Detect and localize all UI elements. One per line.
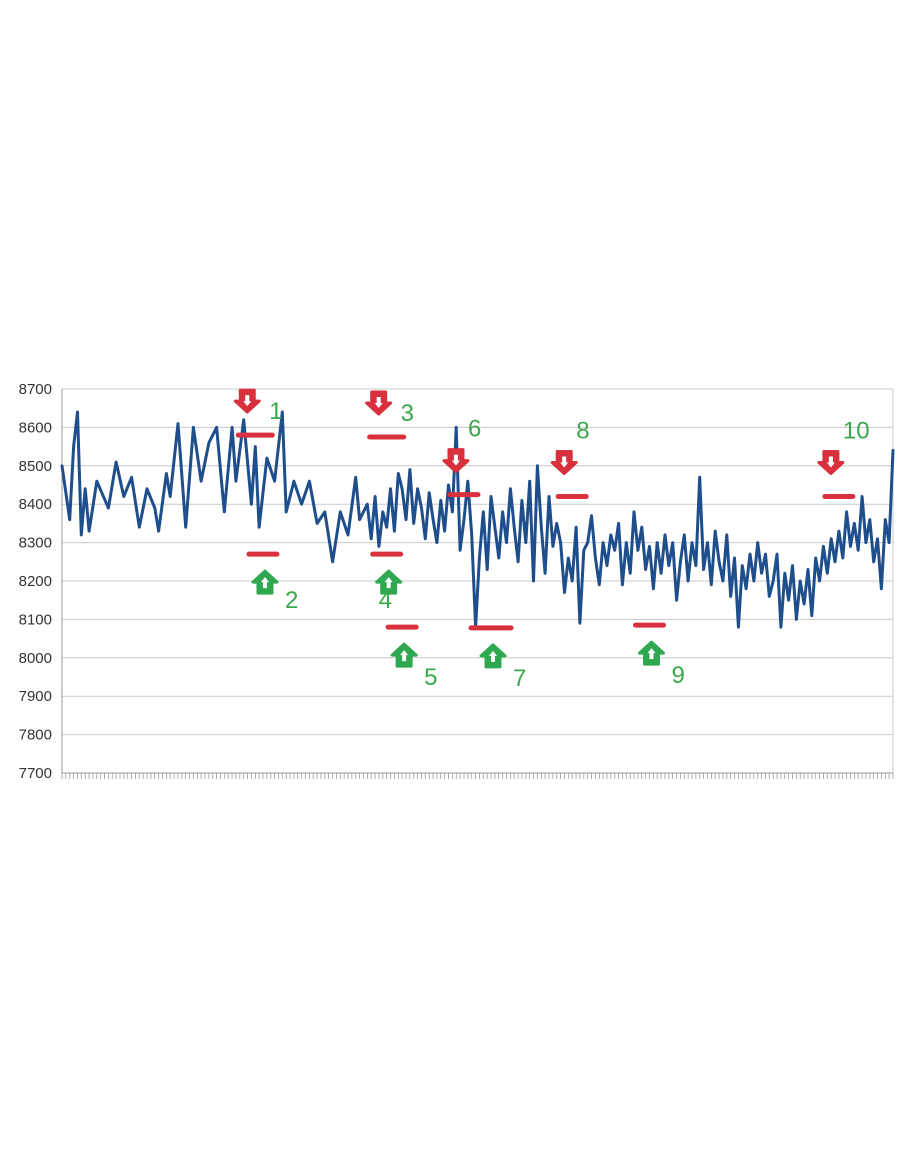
level-label-1: 1 — [269, 398, 282, 425]
level-label-2: 2 — [285, 587, 298, 614]
y-tick-label-8300: 8300 — [19, 535, 52, 552]
buy-arrow-2 — [251, 569, 279, 595]
series-line-1 — [60, 410, 895, 629]
arrow-inner-icon — [243, 395, 252, 407]
level-label-7: 7 — [513, 665, 526, 692]
level-label-3: 3 — [401, 400, 414, 427]
arrow-inner-icon — [451, 454, 460, 466]
sell-arrow-10 — [817, 450, 845, 476]
arrow-inner-icon — [400, 650, 409, 662]
y-tick-label-8600: 8600 — [19, 419, 52, 436]
y-tick-label-7800: 7800 — [19, 727, 52, 744]
level-label-6: 6 — [468, 416, 481, 443]
y-tick-label-8500: 8500 — [19, 458, 52, 475]
arrow-inner-icon — [260, 577, 269, 589]
sell-arrow-6 — [442, 448, 470, 474]
level-label-4: 4 — [379, 587, 392, 614]
level-label-8: 8 — [576, 418, 589, 445]
y-axis-tick-labels: 8700 8600 8500 8400 8300 8200 8100 8000 7900 7800… — [19, 381, 52, 782]
buy-arrow-4 — [375, 569, 403, 595]
level-label-5: 5 — [424, 664, 437, 691]
y-tick-label-8200: 8200 — [19, 573, 52, 590]
arrow-inner-icon — [374, 397, 383, 408]
level-label-10: 10 — [843, 418, 870, 445]
arrow-inner-icon — [384, 577, 393, 589]
level-annotations: 1 2 3 4 5 6 7 8 9 10 — [233, 388, 870, 692]
buy-arrow-7 — [479, 643, 507, 669]
buy-arrow-9 — [637, 640, 665, 666]
y-tick-label-7900: 7900 — [19, 688, 52, 705]
sell-arrow-1 — [233, 388, 261, 414]
y-tick-label-8700: 8700 — [19, 381, 52, 398]
y-tick-label-8000: 8000 — [19, 650, 52, 667]
sell-arrow-3 — [365, 390, 393, 416]
arrow-inner-icon — [647, 648, 656, 660]
series-lines — [60, 410, 895, 629]
y-tick-label-8400: 8400 — [19, 496, 52, 513]
y-tick-label-8100: 8100 — [19, 611, 52, 628]
arrow-inner-icon — [560, 456, 569, 468]
level-label-9: 9 — [671, 662, 684, 689]
x-axis-ticks — [61, 773, 894, 779]
arrow-inner-icon — [826, 456, 835, 468]
sell-arrow-8 — [550, 450, 578, 476]
buy-arrow-5 — [390, 642, 418, 668]
y-tick-label-7700: 7700 — [19, 765, 52, 782]
arrow-inner-icon — [489, 650, 498, 662]
